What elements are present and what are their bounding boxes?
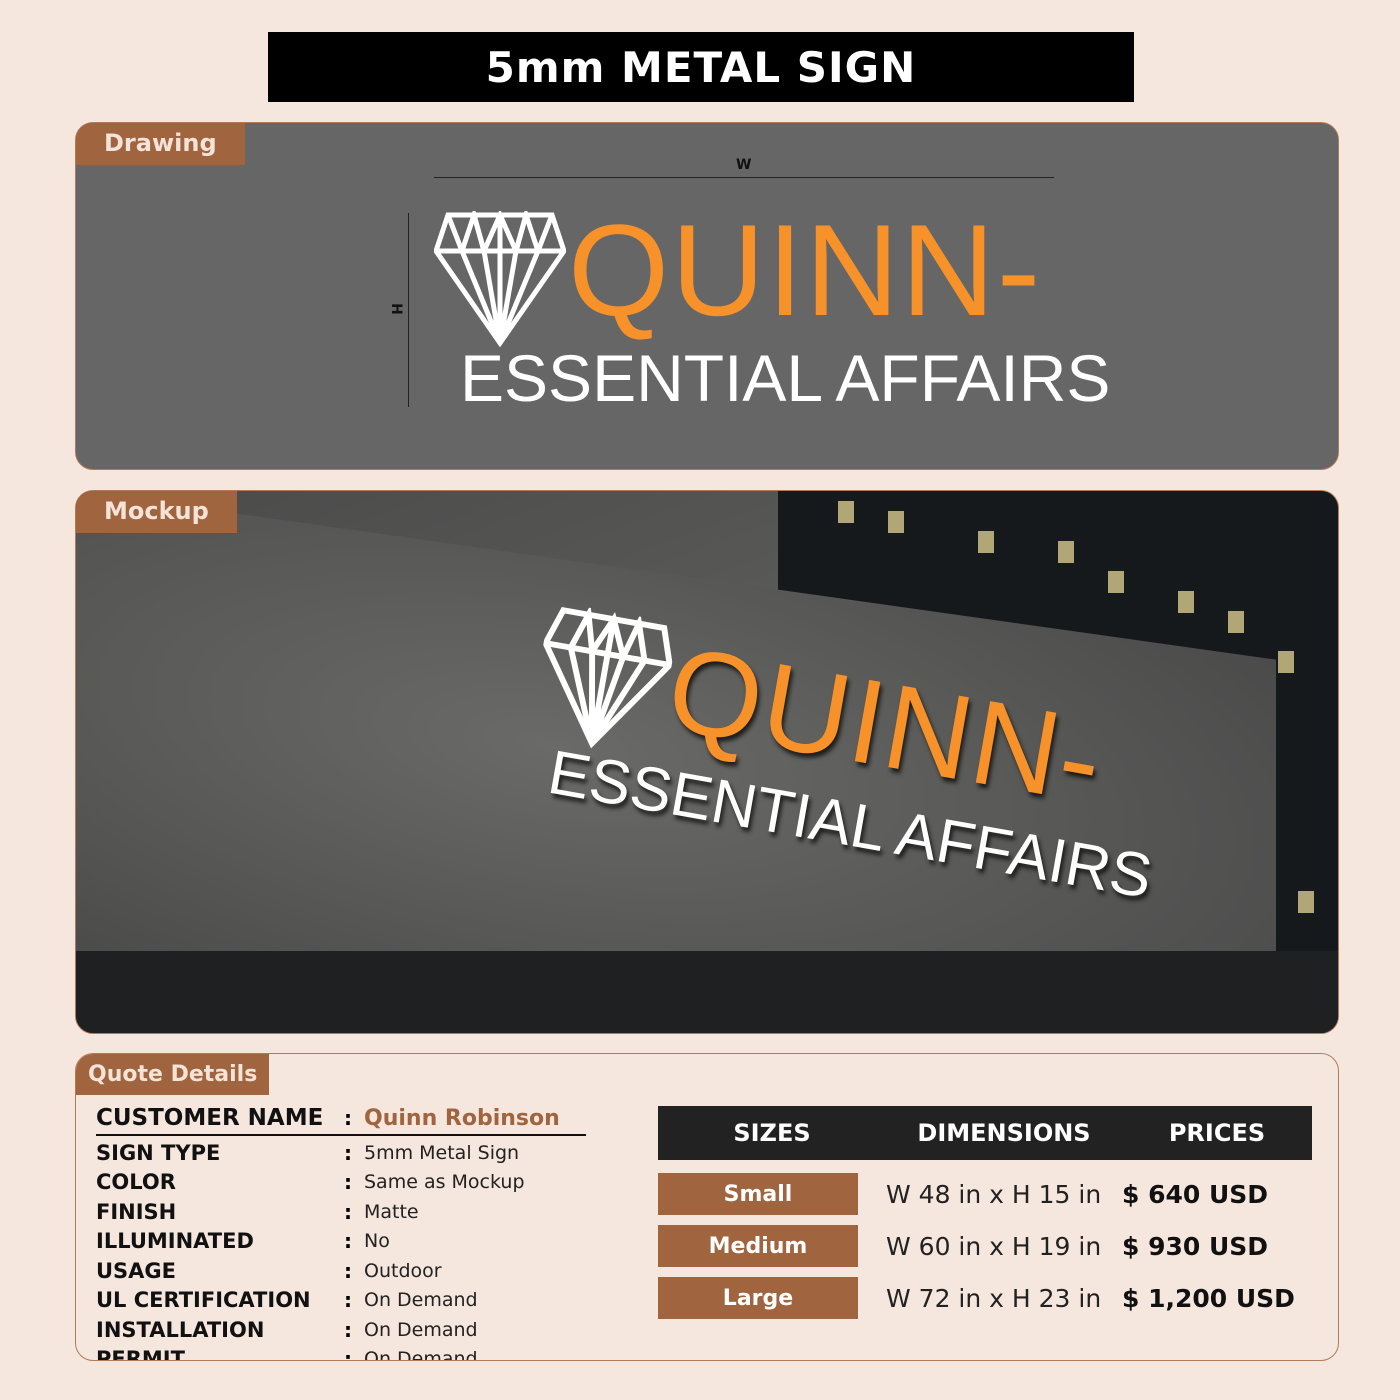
detail-value: Outdoor: [364, 1259, 442, 1282]
price-row-small: Small W 48 in x H 15 in $ 640 USD: [658, 1173, 1312, 1215]
quote-details-tab: Quote Details: [76, 1054, 270, 1095]
logo-line1: QUINN-: [568, 197, 1043, 343]
page-title: 5mm METAL SIGN: [268, 32, 1134, 102]
detail-value: 5mm Metal Sign: [364, 1141, 520, 1164]
detail-row: COLOR: Same as Mockup: [96, 1170, 525, 1195]
detail-value: Matte: [364, 1200, 419, 1223]
header-prices: PRICES: [1168, 1119, 1266, 1147]
logo-line2: ESSENTIAL AFFAIRS: [460, 341, 1111, 415]
mockup-tab: Mockup: [76, 491, 237, 533]
detail-row: USAGE: Outdoor: [96, 1258, 442, 1283]
drawing-panel: Drawing W H QUINN- ESSENTIAL AFFAIRS: [75, 122, 1339, 470]
price-value: $ 1,200 USD: [1122, 1283, 1295, 1313]
detail-value: On Demand: [364, 1289, 478, 1312]
detail-value: On Demand: [364, 1318, 478, 1341]
detail-value: Same as Mockup: [364, 1171, 525, 1194]
price-value: $ 930 USD: [1122, 1231, 1269, 1261]
header-sizes: SIZES: [733, 1119, 811, 1147]
header-dimensions: DIMENSIONS: [917, 1119, 1091, 1147]
width-label: W: [736, 157, 752, 173]
detail-row: PERMIT: On Demand: [96, 1345, 586, 1361]
width-dimension-line: [434, 177, 1054, 178]
wall-base: [76, 951, 1338, 1033]
size-label: Small: [658, 1173, 858, 1215]
size-label: Medium: [658, 1225, 858, 1267]
drawing-tab: Drawing: [76, 123, 245, 165]
detail-label: PERMIT: [96, 1347, 185, 1361]
dimensions-value: W 60 in x H 19 in: [886, 1231, 1102, 1261]
height-dimension-line: [408, 213, 409, 407]
detail-row: ILLUMINATED: No: [96, 1229, 390, 1254]
details-list: CUSTOMER NAME: Quinn Robinson SIGN TYPE:…: [96, 1102, 586, 1361]
detail-label: USAGE: [96, 1258, 177, 1283]
detail-row: UL CERTIFICATION: On Demand: [96, 1288, 478, 1313]
dimensions-value: W 48 in x H 15 in: [886, 1179, 1102, 1209]
detail-row: SIGN TYPE:5mm Metal Sign: [96, 1140, 520, 1165]
price-value: $ 640 USD: [1122, 1179, 1269, 1209]
detail-label: SIGN TYPE: [96, 1140, 221, 1165]
diamond-icon: [434, 211, 566, 347]
size-label: Large: [658, 1277, 858, 1319]
mockup-panel: Mockup QUINN- ESSENTIAL AFFAIRS: [75, 490, 1339, 1034]
detail-value: No: [364, 1230, 390, 1253]
height-label: H: [387, 303, 404, 315]
price-table-header: SIZES DIMENSIONS PRICES: [658, 1106, 1312, 1160]
price-row-large: Large W 72 in x H 23 in $ 1,200 USD: [658, 1277, 1312, 1319]
detail-label: COLOR: [96, 1170, 176, 1195]
customer-name-label: CUSTOMER NAME: [96, 1105, 324, 1131]
price-row-medium: Medium W 60 in x H 19 in $ 930 USD: [658, 1225, 1312, 1267]
detail-label: FINISH: [96, 1199, 177, 1224]
detail-label: UL CERTIFICATION: [96, 1288, 311, 1313]
customer-name-row: CUSTOMER NAME: Quinn Robinson: [96, 1102, 586, 1136]
detail-row: INSTALLATION: On Demand: [96, 1317, 478, 1342]
detail-label: ILLUMINATED: [96, 1229, 254, 1254]
detail-value: On Demand: [364, 1348, 478, 1361]
dimensions-value: W 72 in x H 23 in: [886, 1283, 1102, 1313]
quote-details-panel: Quote Details CUSTOMER NAME: Quinn Robin…: [75, 1053, 1339, 1361]
detail-label: INSTALLATION: [96, 1317, 265, 1342]
detail-row: FINISH: Matte: [96, 1199, 419, 1224]
diamond-icon: [542, 604, 673, 749]
customer-name-value: Quinn Robinson: [364, 1105, 560, 1131]
